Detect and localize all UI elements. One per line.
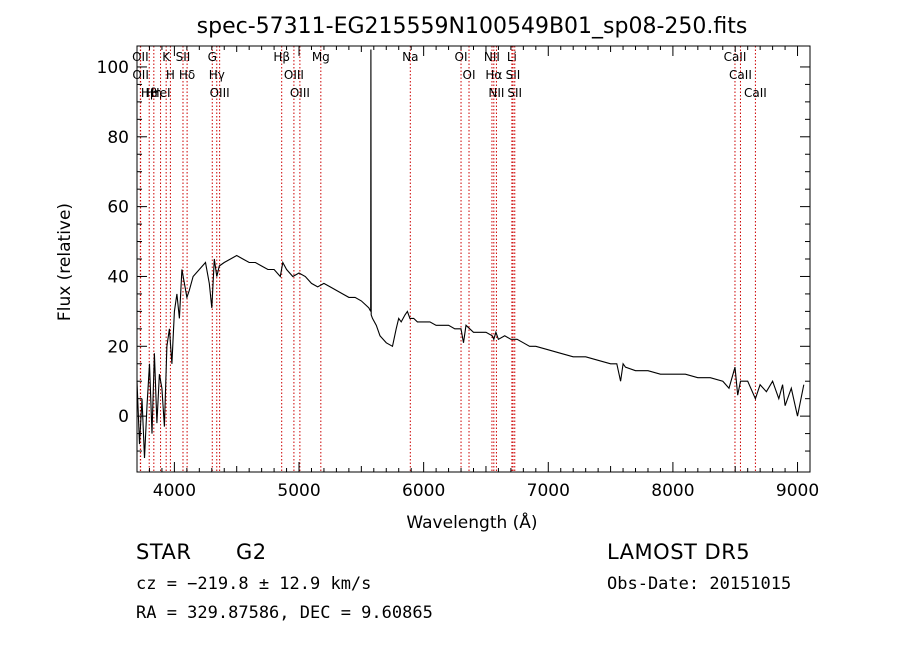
coordinates: RA = 329.87586, DEC = 9.60865	[136, 603, 433, 623]
y-tick-label: 60	[107, 198, 129, 218]
plot-frame	[136, 45, 811, 473]
x-tick-label: 5000	[277, 481, 320, 501]
x-tick-label: 7000	[527, 481, 570, 501]
line-label: Hβ	[273, 50, 290, 64]
line-label: Hη	[146, 86, 163, 100]
line-label: OI	[463, 68, 476, 82]
line-label: OIII	[210, 86, 230, 100]
line-label: OIII	[290, 86, 310, 100]
line-label: OII	[132, 68, 149, 82]
line-label: OIII	[284, 68, 304, 82]
y-tick-label: 100	[97, 58, 129, 78]
line-label: SII	[507, 86, 522, 100]
y-tick-label: 20	[107, 337, 129, 357]
line-label: K	[162, 50, 171, 64]
line-label: CaII	[729, 68, 752, 82]
object-class: STAR	[136, 540, 192, 564]
line-label: SII	[506, 68, 521, 82]
line-label: Hγ	[209, 68, 225, 82]
object-subclass: G2	[236, 540, 267, 564]
line-label: Na	[402, 50, 418, 64]
line-label: OI	[455, 50, 468, 64]
line-label: CaII	[744, 86, 767, 100]
x-tick-label: 4000	[153, 481, 196, 501]
spectrum-series	[136, 49, 805, 459]
line-label: Mg	[312, 50, 330, 64]
line-label: NII	[484, 50, 500, 64]
x-tick-label: 9000	[776, 481, 819, 501]
spectrum-line	[136, 49, 805, 459]
line-label: G	[208, 50, 217, 64]
line-label: Hα	[485, 68, 502, 82]
line-label: Li	[507, 50, 517, 64]
observation-date: Obs-Date: 20151015	[607, 574, 792, 594]
line-label: SII	[176, 50, 191, 64]
y-axis-label: Flux (relative)	[55, 203, 75, 321]
chart-title: spec-57311-EG215559N100549B01_sp08-250.f…	[197, 14, 748, 39]
y-tick-label: 80	[107, 128, 129, 148]
line-label: H	[166, 68, 175, 82]
survey-name: LAMOST DR5	[607, 540, 751, 564]
line-label: NII	[488, 86, 504, 100]
line-label: HeI	[151, 86, 171, 100]
redshift-velocity: cz = −219.8 ± 12.9 km/s	[136, 574, 372, 594]
y-tick-label: 0	[118, 407, 129, 427]
line-label: CaII	[724, 50, 747, 64]
x-axis-label: Wavelength (Å)	[406, 511, 537, 533]
line-label: Hδ	[179, 68, 195, 82]
axes: 4000 5000 6000 7000 8000 9000 0 20 40 60 80 100	[97, 46, 819, 501]
x-tick-label: 8000	[651, 481, 694, 501]
x-tick-label: 6000	[402, 481, 445, 501]
y-tick-label: 40	[107, 267, 129, 287]
